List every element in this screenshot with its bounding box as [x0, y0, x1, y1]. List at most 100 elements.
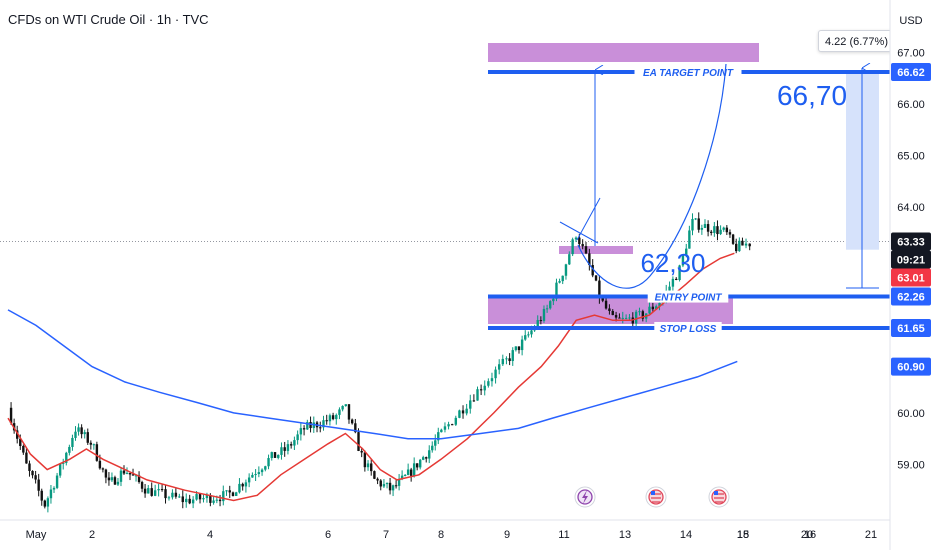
candle — [406, 463, 410, 476]
candle — [119, 467, 123, 487]
candle — [244, 479, 248, 493]
candle — [412, 457, 416, 478]
candle — [437, 427, 440, 445]
candle — [62, 458, 65, 470]
candle — [212, 496, 215, 505]
candle — [22, 444, 25, 455]
pullback-value-label: 62,30 — [640, 248, 705, 278]
candle — [458, 409, 461, 419]
y-tick-label-2: 64.00 — [897, 202, 925, 214]
target-zone-box[interactable] — [488, 43, 759, 62]
candle — [524, 330, 527, 341]
x-tick-label-0: May — [26, 529, 47, 541]
currency-label: USD — [899, 15, 922, 27]
candle — [25, 448, 28, 464]
ma-slow-price-badge: 60.90 — [891, 357, 931, 376]
candle — [140, 480, 144, 493]
candle — [254, 469, 257, 481]
candle — [185, 493, 188, 508]
candle — [357, 428, 360, 452]
candle — [363, 450, 367, 472]
candle — [611, 309, 614, 316]
candle — [527, 331, 530, 338]
ma-fast-line — [7, 252, 735, 502]
us-flag-event-icon[interactable] — [645, 486, 667, 508]
candle — [49, 485, 53, 504]
candle — [428, 445, 431, 464]
candle — [574, 236, 578, 243]
candle — [174, 488, 178, 499]
candle — [225, 490, 228, 496]
candle — [46, 496, 50, 513]
projected-path-curve[interactable] — [577, 63, 727, 289]
x-tick-label-10: 15 — [737, 529, 749, 541]
candle — [315, 420, 319, 433]
candle — [143, 483, 147, 498]
candle — [153, 484, 157, 497]
candle — [181, 490, 184, 509]
candle — [171, 489, 174, 500]
x-tick-label-11: 16 — [804, 529, 816, 541]
candle — [685, 243, 688, 258]
candle — [581, 239, 584, 250]
candle — [306, 419, 309, 430]
candle — [235, 491, 238, 497]
candle — [608, 304, 611, 315]
candle — [706, 220, 710, 237]
x-tick-label-8: 13 — [619, 529, 631, 541]
candle — [713, 221, 716, 237]
candle — [571, 237, 574, 257]
candle — [382, 479, 386, 488]
svg-text:63.33: 63.33 — [897, 236, 925, 248]
x-tick-label-1: 2 — [89, 529, 95, 541]
candle — [164, 484, 167, 504]
candle — [628, 314, 631, 321]
candle — [735, 238, 738, 254]
candle — [675, 277, 678, 281]
candle — [251, 472, 254, 478]
candle — [561, 275, 564, 285]
lightning-event-icon[interactable] — [574, 486, 596, 508]
candle — [710, 229, 713, 236]
candle — [338, 407, 341, 420]
candle — [9, 402, 13, 425]
stop-level-label: STOP LOSS — [660, 324, 717, 335]
x-tick-label-12: 18 — [737, 529, 749, 541]
pennant-line-lower[interactable] — [559, 221, 599, 244]
candle — [501, 354, 505, 366]
candle — [104, 468, 108, 484]
candle — [344, 404, 348, 407]
candle — [89, 440, 93, 450]
pullback-zone-box[interactable] — [559, 246, 633, 254]
candle — [92, 443, 96, 450]
candle — [37, 473, 40, 497]
candle — [476, 386, 479, 401]
svg-text:61.65: 61.65 — [897, 323, 925, 335]
candle — [422, 455, 425, 461]
candle — [514, 346, 518, 352]
candle — [34, 470, 37, 484]
candle — [461, 405, 465, 419]
candle — [113, 475, 117, 486]
candle — [335, 413, 338, 425]
candle — [178, 493, 181, 498]
candle — [74, 426, 77, 441]
candle — [539, 316, 543, 325]
candle — [624, 314, 628, 320]
candle — [202, 494, 205, 503]
target-label-bg — [634, 66, 742, 79]
x-tick-label-14: 21 — [865, 529, 877, 541]
candle — [409, 467, 413, 482]
candle — [700, 224, 704, 235]
us-flag-event-icon-2[interactable] — [708, 486, 730, 508]
candle — [744, 238, 748, 249]
candle — [641, 309, 645, 322]
candle — [86, 428, 89, 445]
candle — [508, 353, 511, 366]
candle — [16, 425, 19, 444]
stop-price-badge: 61.65 — [891, 318, 931, 337]
candle — [277, 454, 280, 460]
candle — [425, 456, 428, 463]
candle — [385, 482, 389, 489]
